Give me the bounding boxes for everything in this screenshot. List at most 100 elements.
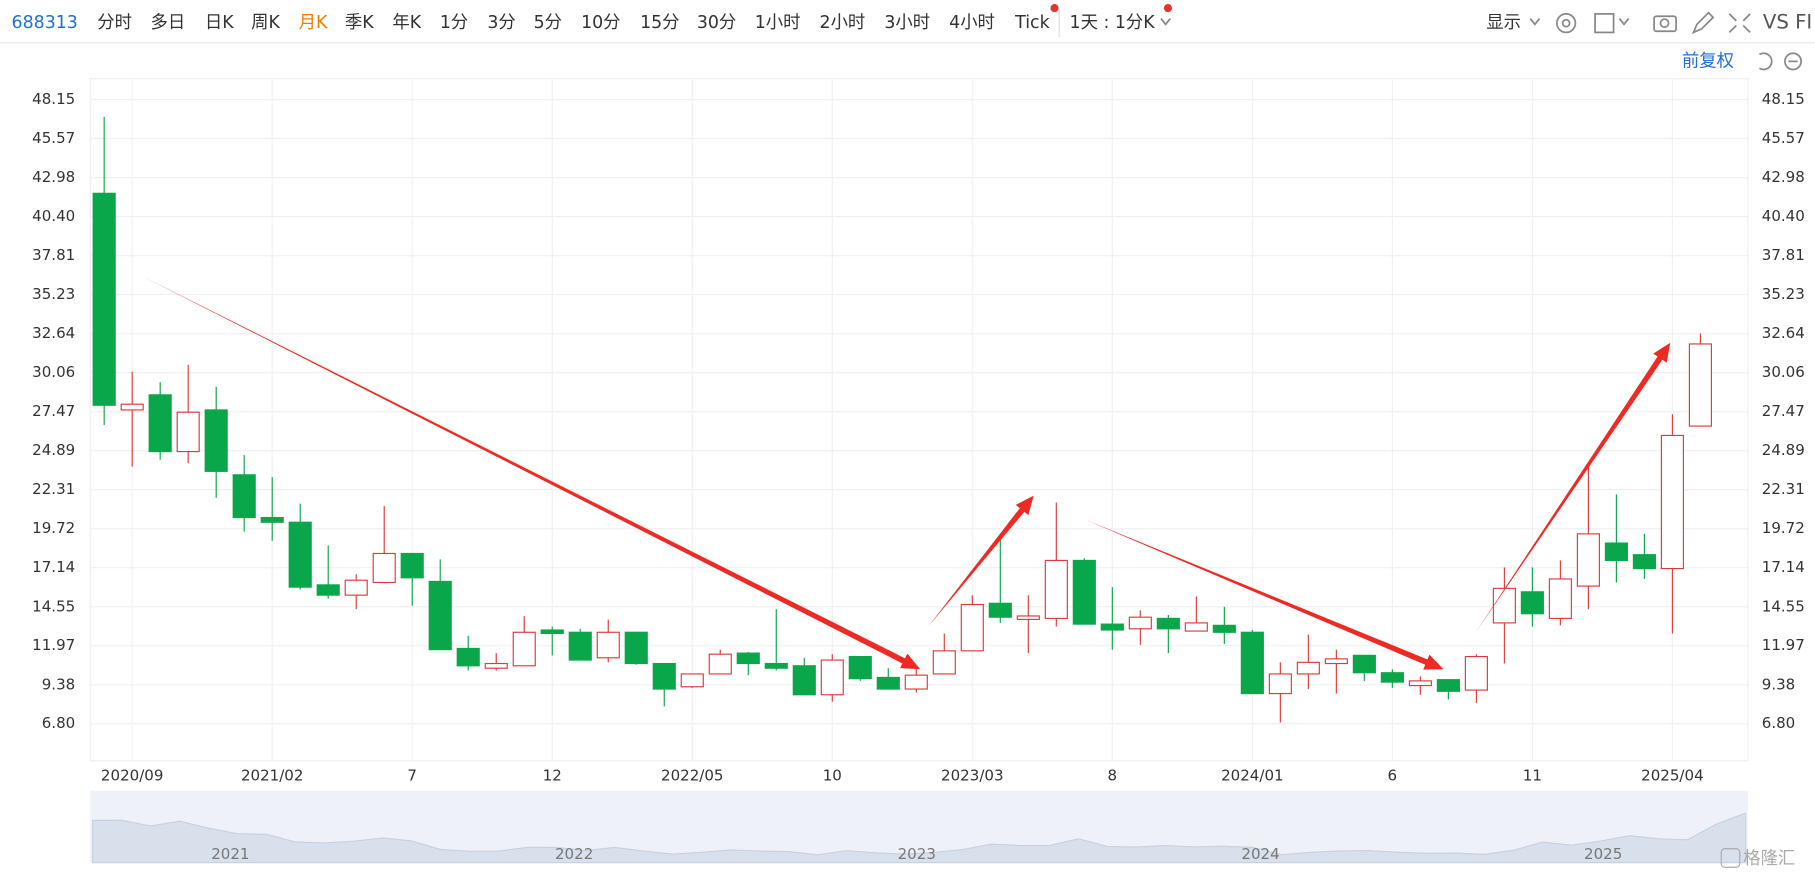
- candle-body: [1492, 587, 1516, 624]
- interval-select[interactable]: 1天 : 1分K: [1070, 13, 1156, 33]
- y-tick-label: 37.81: [32, 246, 75, 264]
- y2-tick-label: 45.57: [1762, 129, 1805, 147]
- candle-body: [736, 652, 760, 665]
- period-tab[interactable]: 年K: [392, 13, 421, 33]
- x-tick-label: 8: [1108, 766, 1118, 784]
- draw-icon[interactable]: [1691, 11, 1715, 35]
- settings-icon-core: [1561, 18, 1571, 28]
- period-tab[interactable]: Tick: [1014, 13, 1049, 33]
- period-tab[interactable]: 1分: [440, 13, 468, 33]
- dropdown-icon[interactable]: [1529, 17, 1541, 26]
- candle-body: [848, 656, 872, 680]
- candle-body: [372, 552, 396, 584]
- y2-tick-label: 35.23: [1762, 285, 1805, 303]
- x-tick-label: 2022/05: [661, 766, 724, 784]
- candle-body: [316, 584, 340, 596]
- period-tab[interactable]: 4小时: [949, 13, 995, 33]
- candle-body: [820, 659, 844, 696]
- period-tab[interactable]: 1小时: [755, 13, 801, 33]
- candle-body: [680, 673, 704, 688]
- y-tick-label: 42.98: [32, 168, 75, 186]
- candle-body: [1632, 554, 1656, 570]
- period-tab[interactable]: 日K: [205, 13, 234, 33]
- y2-tick-label: 17.14: [1762, 558, 1805, 576]
- candle-body: [456, 647, 480, 667]
- candle-body: [92, 192, 116, 406]
- period-tab[interactable]: 月K: [299, 13, 328, 33]
- annotation-arrow: [1085, 519, 1444, 670]
- fullscreen-icon[interactable]: [1728, 13, 1751, 34]
- candle-body: [876, 676, 900, 690]
- annotation-arrow: [141, 275, 921, 670]
- candle-body: [1548, 578, 1572, 619]
- candle-body: [1240, 631, 1264, 695]
- candle-body: [400, 552, 424, 579]
- watermark: 格隆汇: [1743, 849, 1795, 869]
- period-tab[interactable]: 分时: [97, 13, 132, 33]
- y-tick-label: 45.57: [32, 129, 75, 147]
- camera-lens: [1659, 18, 1670, 29]
- y-tick-label: 48.15: [32, 90, 75, 108]
- candle-body: [204, 409, 228, 472]
- candle-body: [260, 516, 284, 523]
- navigator-area: [92, 812, 1747, 864]
- display-menu[interactable]: 显示: [1486, 13, 1521, 33]
- annotation-arrow: [1475, 342, 1671, 633]
- candle-body: [1268, 673, 1292, 695]
- y-tick-label: 32.64: [32, 324, 75, 342]
- dropdown-icon[interactable]: [1160, 17, 1171, 26]
- y2-tick-label: 11.97: [1762, 636, 1805, 654]
- y-tick-label: 17.14: [32, 558, 75, 576]
- plot-layer: 48.15 48.15 45.57 45.57 42.98 42.98 40.40 40.40…: [32, 78, 1805, 864]
- candle-body: [1044, 559, 1068, 619]
- candle-body: [1184, 622, 1208, 632]
- period-tab[interactable]: 3分: [487, 13, 515, 33]
- candle-body: [1520, 591, 1544, 615]
- settings-icon[interactable]: [1556, 13, 1577, 34]
- y-tick-label: 11.97: [32, 636, 75, 654]
- candle-body: [1128, 616, 1152, 630]
- x-tick-label: 12: [543, 766, 562, 784]
- candle-body: [484, 662, 508, 669]
- y-tick-label: 9.38: [42, 675, 76, 693]
- candle-body: [1436, 679, 1460, 692]
- period-tab[interactable]: 5分: [534, 13, 562, 33]
- period-tab[interactable]: 30分: [697, 13, 736, 33]
- navigator-label: 2023: [898, 845, 936, 863]
- layout-icon[interactable]: [1594, 13, 1615, 34]
- plot-frame: [89, 78, 1749, 762]
- camera-icon[interactable]: [1653, 15, 1677, 33]
- compare-button[interactable]: VS FI: [1763, 11, 1812, 34]
- candle-body: [120, 403, 144, 411]
- period-tab[interactable]: 多日: [150, 13, 185, 33]
- adjust-mode[interactable]: 前复权: [1682, 51, 1734, 71]
- y2-tick-label: 42.98: [1762, 168, 1805, 186]
- period-tab[interactable]: 季K: [345, 13, 374, 33]
- x-tick-label: 2020/09: [101, 766, 164, 784]
- y2-tick-label: 14.55: [1762, 597, 1805, 615]
- period-tab[interactable]: 3小时: [884, 13, 930, 33]
- y2-tick-label: 48.15: [1762, 90, 1805, 108]
- y2-tick-label: 40.40: [1762, 207, 1805, 225]
- zoom-out-icon[interactable]: [1784, 52, 1802, 71]
- navigator-label: 2024: [1241, 845, 1279, 863]
- period-tab[interactable]: 周K: [251, 13, 280, 33]
- y2-tick-label: 32.64: [1762, 324, 1805, 342]
- candle-body: [568, 631, 592, 661]
- y2-tick-label: 22.31: [1762, 480, 1805, 498]
- candle-body: [1408, 680, 1432, 687]
- candle-body: [232, 474, 256, 519]
- period-tab[interactable]: 15分: [640, 13, 679, 33]
- candle-body: [1352, 654, 1376, 674]
- y-tick-label: 40.40: [32, 207, 75, 225]
- stock-code[interactable]: 688313: [12, 13, 78, 33]
- dropdown-icon[interactable]: [1618, 17, 1630, 26]
- x-tick-label: 2021/02: [241, 766, 304, 784]
- period-tab[interactable]: 2小时: [820, 13, 866, 33]
- period-tab[interactable]: 10分: [581, 13, 620, 33]
- undo-icon[interactable]: [1758, 52, 1773, 71]
- x-tick-label: 6: [1388, 766, 1398, 784]
- candle-body: [1016, 615, 1040, 621]
- y-tick-label: 22.31: [32, 480, 75, 498]
